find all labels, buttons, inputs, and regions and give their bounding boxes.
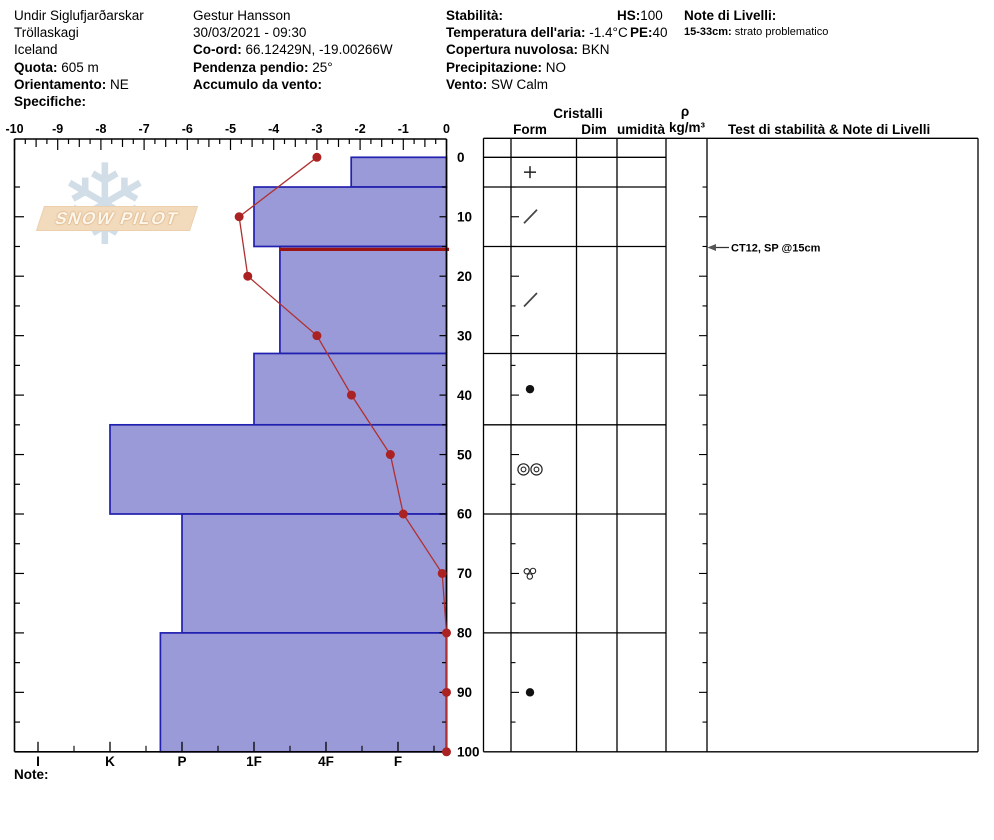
temperature-point [312, 331, 322, 341]
grain-symbol-mf [517, 463, 530, 476]
depth-label: 90 [457, 685, 472, 700]
header-conditions-column: Stabilità: Temperatura dell'aria: -1.4°C… [446, 7, 628, 93]
location-country: Iceland [14, 42, 58, 58]
temperature-point [442, 628, 451, 638]
density-symbol-header: ρ [680, 104, 690, 119]
note-label: Note: [14, 767, 49, 782]
hardness-label: 1F [246, 754, 262, 769]
precipitation: Precipitazione: NO [446, 59, 567, 75]
density-unit-header: kg/m³ [668, 120, 705, 135]
cloud-cover: Copertura nuvolosa: BKN [446, 42, 610, 58]
temperature-point [234, 212, 244, 222]
layer-bar [279, 245, 448, 355]
level-note-item: 15-33cm: strato problematico [684, 26, 829, 39]
humidity-column-header: umidità [616, 122, 665, 137]
temperature-point [312, 152, 322, 162]
grain-symbol-mfcl [523, 567, 531, 575]
observation-datetime: 30/03/2021 - 09:30 [193, 25, 307, 41]
temperature-point [437, 568, 447, 578]
depth-label: 20 [457, 269, 472, 284]
layer-bar [181, 513, 448, 634]
temperature-point [442, 687, 451, 697]
layer-bar [109, 423, 448, 515]
temperature-point [346, 390, 356, 400]
temperature-point [243, 271, 253, 281]
grain-symbol-df [523, 209, 538, 224]
elevation: Quota: 605 m [14, 59, 99, 75]
temp-axis-label: -7 [139, 122, 150, 136]
depth-label: 50 [457, 447, 472, 462]
location-name: Undir Siglufjarðarskar [14, 8, 144, 23]
pit-depth: PE:40 [630, 25, 668, 41]
header-totals-column: HS:100 PE:40 [617, 7, 668, 41]
hardness-label: K [105, 754, 115, 769]
wind: Vento: SW Calm [446, 76, 549, 92]
location-region: Tröllaskagi [14, 25, 79, 41]
form-column-header: Form [513, 122, 547, 137]
grain-symbol-rg [525, 688, 535, 697]
hardness-label: I [36, 754, 40, 769]
layer-bar [159, 632, 448, 753]
temp-axis-label: -9 [52, 122, 63, 136]
depth-label: 60 [457, 507, 472, 522]
temp-axis-label: -4 [268, 122, 279, 136]
stability-column-header: Test di stabilità & Note di Livelli [728, 122, 931, 137]
grain-symbol-mfcl [529, 567, 537, 575]
layer-bar [253, 186, 448, 248]
observer-name: Gestur Hansson [193, 8, 291, 23]
coordinates: Co-ord: 66.12429N, -19.00266W [193, 42, 393, 58]
layer-bar [350, 156, 448, 188]
grain-symbol-df [523, 292, 538, 308]
wind-loading: Accumulo da vento: [193, 76, 323, 92]
depth-label: 10 [457, 209, 472, 224]
depth-label: 40 [457, 388, 472, 403]
temperature-point [398, 509, 408, 519]
layer-bar [253, 352, 448, 426]
temp-axis-label: -1 [398, 122, 409, 136]
temp-axis-label: -3 [311, 122, 322, 136]
depth-label: 100 [457, 745, 480, 760]
temp-axis-label: -2 [355, 122, 366, 136]
depth-label: 30 [457, 328, 472, 343]
grain-symbol-mf [530, 463, 543, 476]
grain-symbol-mf [520, 466, 527, 473]
depth-label: 70 [457, 566, 472, 581]
snow-height-total: HS:100 [617, 8, 663, 23]
grain-symbol-mf [533, 466, 540, 473]
temperature-point [385, 450, 395, 460]
depth-label: 80 [457, 626, 472, 641]
header-location-column: Undir Siglufjarðarskar Tröllaskagi Icela… [14, 7, 144, 110]
crystals-header: Cristalli [553, 106, 603, 121]
specifics: Specifiche: [14, 93, 87, 109]
temp-axis-label: 0 [443, 122, 450, 136]
grain-symbol-mfcl [526, 573, 534, 580]
header-level-notes: Note di Livelli: 15-33cm: strato problem… [684, 7, 828, 41]
depth-label: 0 [457, 150, 465, 165]
temp-axis-label: -5 [225, 122, 236, 136]
slope-angle: Pendenza pendio: 25° [193, 59, 333, 75]
aspect: Orientamento: NE [14, 76, 129, 92]
stability: Stabilità: [446, 8, 504, 23]
level-notes-title: Note di Livelli: [684, 8, 777, 23]
hardness-label: 4F [318, 754, 334, 769]
temp-axis-label: -6 [182, 122, 193, 136]
stability-test-note: CT12, SP @15cm [731, 243, 821, 255]
hardness-label: F [394, 754, 402, 769]
dim-column-header: Dim [581, 122, 607, 137]
temperature-point [442, 747, 451, 757]
stability-arrow-head [707, 243, 716, 251]
hardness-label: P [177, 754, 186, 769]
temp-axis-label: -8 [95, 122, 106, 136]
air-temperature: Temperatura dell'aria: -1.4°C [446, 25, 628, 41]
header-observer-column: Gestur Hansson 30/03/2021 - 09:30 Co-ord… [193, 7, 393, 93]
temp-axis-label: -10 [5, 122, 23, 136]
grain-symbol-rg [525, 384, 535, 394]
